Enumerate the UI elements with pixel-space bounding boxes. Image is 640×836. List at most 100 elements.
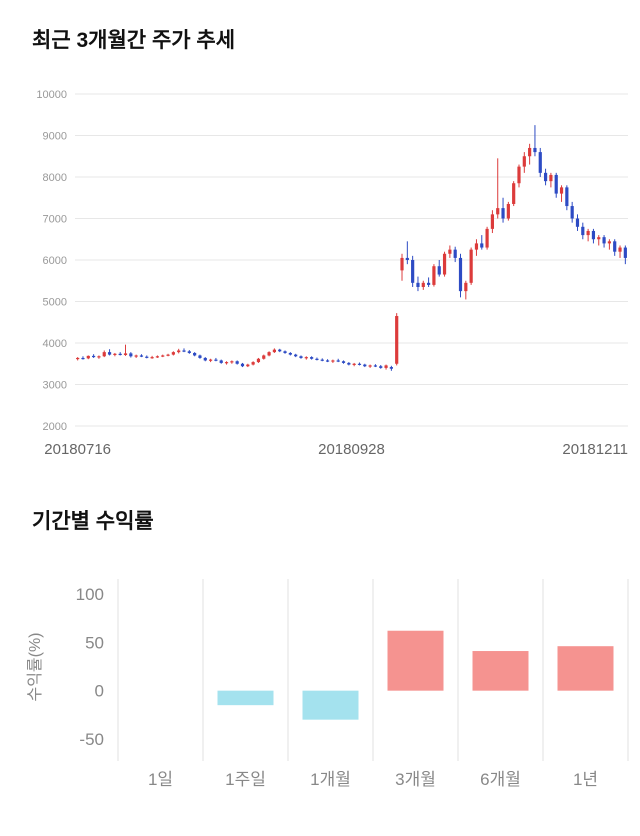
- candle-body: [368, 365, 372, 367]
- candle-body: [586, 230, 590, 236]
- candle-body: [464, 282, 468, 292]
- candle-body: [469, 249, 473, 283]
- y-axis-tick-label: 50: [85, 633, 104, 652]
- candle-body: [543, 172, 548, 182]
- candle-body: [341, 361, 346, 363]
- candle-body: [166, 354, 170, 356]
- candle-body: [607, 241, 611, 244]
- candle-body: [602, 237, 606, 244]
- candle-body: [331, 360, 335, 362]
- candle-body: [485, 228, 489, 248]
- y-axis-tick-label: 2000: [43, 421, 67, 433]
- x-axis-category-label: 1일: [148, 770, 173, 789]
- y-axis-tick-label: 3000: [43, 380, 67, 392]
- candle-body: [304, 357, 308, 359]
- candle-body: [272, 349, 276, 353]
- x-axis-category-label: 1개월: [310, 770, 351, 789]
- candle-body: [97, 356, 101, 358]
- x-axis-tick-label: 20180928: [318, 441, 385, 458]
- candle-body: [198, 355, 202, 358]
- return-bar: [387, 630, 444, 691]
- candle-body: [177, 350, 181, 353]
- candle-body: [597, 237, 601, 240]
- candle-body: [325, 360, 330, 362]
- candle-body: [150, 357, 154, 359]
- y-axis-tick-label: 6000: [43, 255, 67, 267]
- candle-body: [501, 208, 505, 219]
- candle-body: [618, 247, 622, 252]
- candle-body: [421, 282, 425, 287]
- candle-body: [389, 367, 393, 369]
- return-bar: [557, 646, 614, 691]
- candle-body: [623, 247, 627, 258]
- candle-body: [107, 352, 112, 355]
- x-axis-tick-label: 20180716: [44, 441, 111, 458]
- candle-body: [113, 353, 117, 355]
- price-candlestick-chart: 2000 3000 4000 5000 6000 7000 8000 9000 10000 201…: [36, 89, 628, 458]
- y-axis-tick-label: 10000: [36, 89, 67, 101]
- price-trend-title: 최근 3개월간 주가 추세: [32, 29, 236, 52]
- x-axis-category-label: 6개월: [480, 770, 521, 789]
- candle-body: [363, 364, 367, 367]
- candle-body: [219, 360, 223, 363]
- candle-body: [320, 359, 324, 361]
- candle-body: [549, 174, 553, 182]
- candle-body: [235, 361, 239, 364]
- candle-body: [187, 351, 191, 353]
- candle-body: [559, 187, 564, 194]
- x-axis-category-label: 1년: [573, 770, 598, 789]
- y-axis-tick-label: 5000: [43, 297, 67, 309]
- candle-body: [432, 266, 436, 285]
- x-axis-category-label: 1주일: [225, 770, 266, 789]
- candle-body: [102, 352, 106, 357]
- candle-body: [411, 260, 415, 283]
- candle-body: [118, 353, 122, 356]
- candle-body: [224, 362, 229, 364]
- candle-body: [512, 183, 516, 204]
- candle-body: [533, 147, 537, 153]
- candle-body: [262, 355, 266, 359]
- candle-body: [581, 226, 585, 236]
- candle-body: [315, 358, 319, 360]
- candle-body: [538, 152, 542, 173]
- candle-body: [416, 282, 420, 287]
- candle-body: [299, 356, 303, 358]
- candle-body: [554, 174, 558, 194]
- candle-body: [442, 253, 447, 275]
- candle-body: [400, 257, 404, 271]
- candle-body: [86, 355, 90, 359]
- y-axis-tick-label: 9000: [43, 131, 67, 143]
- candle-body: [395, 316, 399, 364]
- candle-body: [384, 365, 388, 368]
- candle-body: [453, 249, 457, 258]
- candle-body: [92, 355, 96, 358]
- y-axis-label: 수익률(%): [26, 632, 44, 701]
- candle-body: [373, 365, 378, 367]
- candle-body: [565, 187, 569, 207]
- candle-body: [480, 243, 484, 248]
- period-returns-title: 기간별 수익률: [32, 510, 154, 533]
- candle-body: [251, 362, 255, 365]
- candle-body: [575, 218, 580, 227]
- candle-body: [405, 257, 409, 260]
- candle-body: [528, 147, 532, 157]
- candle-body: [570, 206, 574, 219]
- candle-body: [283, 351, 287, 353]
- candle-body: [161, 355, 165, 357]
- candle-body: [437, 266, 441, 275]
- return-bar: [302, 690, 359, 720]
- candle-body: [496, 208, 500, 215]
- y-axis-tick-label: 7000: [43, 214, 67, 226]
- candle-body: [134, 355, 138, 357]
- candle-body: [81, 357, 85, 360]
- y-axis-tick-label: 4000: [43, 338, 67, 350]
- return-bar: [217, 690, 274, 706]
- candle-body: [129, 353, 133, 357]
- candle-body: [522, 156, 526, 167]
- candle-body: [214, 359, 218, 361]
- candle-body: [591, 230, 596, 240]
- candle-body: [208, 359, 213, 361]
- x-axis-category-label: 3개월: [395, 770, 436, 789]
- candle-body: [357, 363, 362, 365]
- candle-body: [123, 353, 128, 356]
